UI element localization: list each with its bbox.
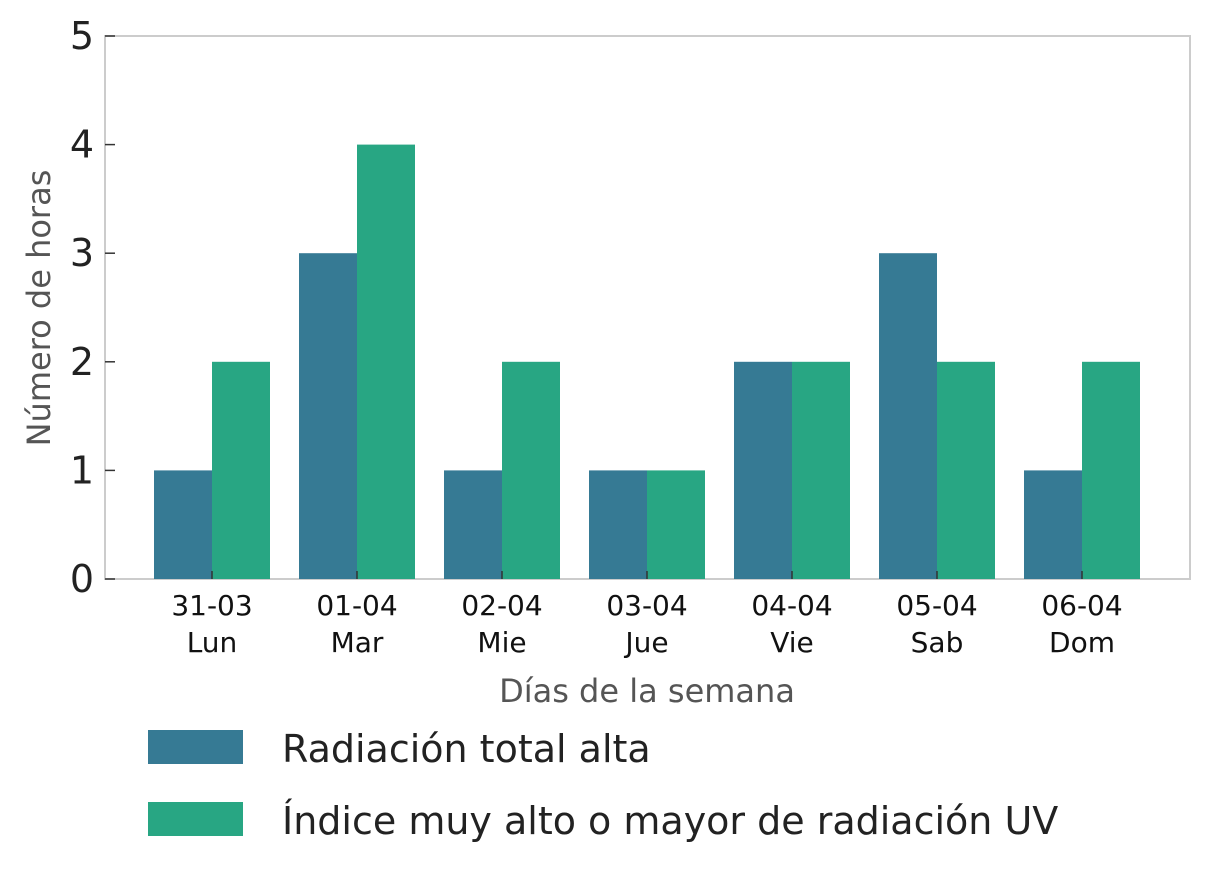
bar-series-2-3 xyxy=(502,361,560,579)
x-tick-label-date: 03-04 xyxy=(606,589,687,622)
y-tick-label: 3 xyxy=(70,231,94,275)
bar-series-1-2 xyxy=(299,253,357,579)
x-tick-label-date: 06-04 xyxy=(1041,589,1122,622)
bars-layer xyxy=(154,144,1140,579)
x-tick-label-day: Mie xyxy=(477,626,526,659)
bar-series-2-1 xyxy=(212,361,270,579)
bar-series-1-7 xyxy=(1024,470,1082,579)
y-tick-label: 2 xyxy=(70,340,94,384)
bar-series-2-2 xyxy=(357,144,415,579)
bar-series-1-3 xyxy=(444,470,502,579)
bar-series-1-6 xyxy=(879,253,937,579)
legend-swatch-2 xyxy=(148,802,243,836)
x-tick-label-day: Jue xyxy=(623,626,668,659)
y-tick-label: 1 xyxy=(70,448,94,492)
y-axis-label: Número de horas xyxy=(20,170,58,447)
bar-series-2-6 xyxy=(937,361,995,579)
y-tick-label: 0 xyxy=(70,557,94,601)
bar-series-2-7 xyxy=(1082,361,1140,579)
x-axis-label: Días de la semana xyxy=(499,672,795,710)
bar-series-1-4 xyxy=(589,470,647,579)
x-tick-label-day: Vie xyxy=(770,626,814,659)
y-axis-ticks: 0 1 2 3 4 5 xyxy=(70,14,115,601)
x-tick-label-day: Sab xyxy=(911,626,964,659)
x-tick-label-date: 04-04 xyxy=(751,589,832,622)
bar-series-1-5 xyxy=(734,361,792,579)
x-tick-label-date: 02-04 xyxy=(461,589,542,622)
x-tick-label-date: 01-04 xyxy=(316,589,397,622)
x-axis-ticks: 31-03 Lun 01-04 Mar 02-04 Mie 03-04 Jue 04-04 Vie… xyxy=(171,571,1123,659)
legend-swatch-1 xyxy=(148,730,243,764)
x-tick-label-date: 31-03 xyxy=(171,589,252,622)
x-tick-label-date: 05-04 xyxy=(896,589,977,622)
x-tick-label-day: Dom xyxy=(1049,626,1115,659)
y-tick-label: 4 xyxy=(70,123,94,167)
bar-series-2-5 xyxy=(792,361,850,579)
bar-series-1-1 xyxy=(154,470,212,579)
y-tick-label: 5 xyxy=(70,14,94,58)
bar-series-2-4 xyxy=(647,470,705,579)
legend: Radiación total alta Índice muy alto o ma… xyxy=(148,727,1058,843)
x-tick-label-day: Mar xyxy=(331,626,384,659)
x-tick-label-day: Lun xyxy=(187,626,238,659)
legend-label-2: Índice muy alto o mayor de radiación UV xyxy=(282,799,1058,843)
legend-label-1: Radiación total alta xyxy=(282,727,651,771)
